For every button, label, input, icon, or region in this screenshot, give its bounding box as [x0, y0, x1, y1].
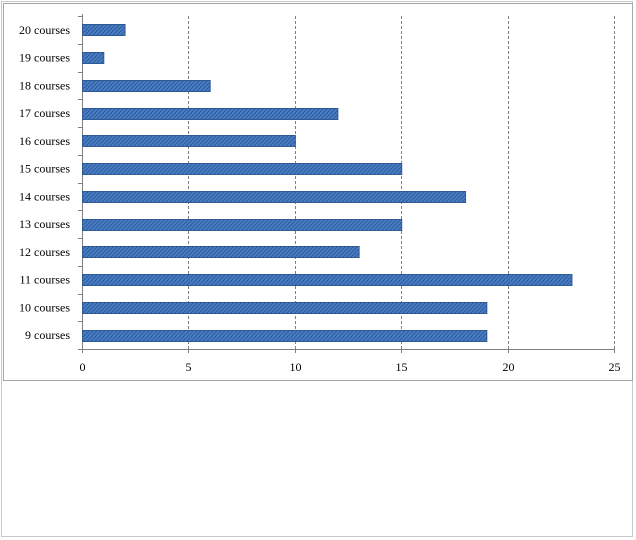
category-label: 13 courses: [19, 217, 70, 231]
axes: [78, 14, 615, 353]
x-tick-label: 5: [186, 360, 192, 374]
bar: [82, 24, 126, 36]
bar: [82, 135, 296, 147]
bar: [82, 108, 339, 120]
bar: [82, 219, 403, 231]
category-label: 11 courses: [19, 273, 70, 287]
bar: [82, 274, 573, 286]
bar: [82, 80, 211, 92]
category-label: 17 courses: [19, 106, 70, 120]
bar: [82, 52, 105, 64]
x-tick-label: 15: [396, 360, 408, 374]
bar: [82, 330, 488, 342]
bar: [82, 191, 467, 203]
bars: [82, 24, 573, 342]
category-label: 14 courses: [19, 189, 70, 203]
category-label: 10 courses: [19, 300, 70, 314]
category-label: 19 courses: [19, 51, 70, 65]
x-tick-label: 0: [80, 360, 86, 374]
gridlines: [188, 16, 615, 349]
bar: [82, 246, 360, 258]
category-label: 16 courses: [19, 134, 70, 148]
x-tick-label: 10: [290, 360, 302, 374]
x-tick-label: 20: [503, 360, 515, 374]
category-label: 9 courses: [25, 328, 70, 342]
bar: [82, 163, 403, 175]
x-tick-label: 25: [609, 360, 621, 374]
category-label: 15 courses: [19, 162, 70, 176]
tick-labels: 0 5 10 15 20 25 9 courses 10 courses 11 courses 1…: [19, 23, 621, 374]
category-label: 20 courses: [19, 23, 70, 37]
category-label: 12 courses: [19, 245, 70, 259]
category-label: 18 courses: [19, 78, 70, 92]
bar: [82, 302, 488, 314]
